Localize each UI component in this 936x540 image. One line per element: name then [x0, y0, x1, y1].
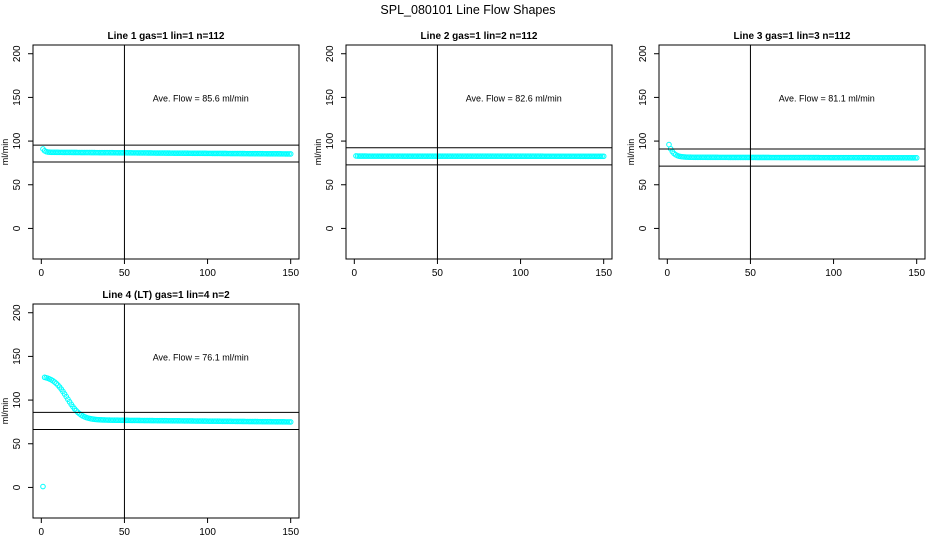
- plot-frame: [32, 44, 300, 260]
- data-point: [913, 155, 920, 161]
- data-point: [53, 380, 60, 387]
- x-tick-label: 50: [432, 268, 444, 279]
- panel-title: Line 4 (LT) gas=1 lin=4 n=2: [102, 290, 230, 301]
- y-axis-label: ml/min: [0, 398, 10, 425]
- x-tick-label: 100: [825, 268, 842, 279]
- data-point: [912, 155, 918, 161]
- series-points: [353, 153, 607, 160]
- data-point: [73, 407, 80, 414]
- y-axis-label: ml/min: [313, 139, 323, 166]
- data-point: [284, 419, 291, 425]
- y-tick-label: 0: [12, 225, 23, 231]
- y-tick-label: 150: [325, 89, 336, 106]
- average-flow-annotation: Ave. Flow = 81.1 ml/min: [779, 93, 875, 103]
- panels: Line 1 gas=1 lin=1 n=112 0 50 100 150 0 50 100 1…: [0, 31, 926, 538]
- y-tick-label: 100: [12, 391, 23, 408]
- x-tick-label: 100: [199, 268, 216, 279]
- y-axis-label: ml/min: [626, 139, 636, 166]
- average-flow-annotation: Ave. Flow = 76.1 ml/min: [153, 352, 249, 362]
- outlier-point: [40, 483, 46, 490]
- x-tick-label: 50: [745, 268, 757, 279]
- x-tick-label: 0: [352, 268, 358, 279]
- y-tick-label: 0: [325, 225, 336, 231]
- average-flow-annotation: Ave. Flow = 82.6 ml/min: [466, 93, 562, 103]
- panel-4: Line 4 (LT) gas=1 lin=4 n=2 0 50 100 150 0 50 1…: [0, 290, 300, 538]
- panel-title: Line 2 gas=1 lin=2 n=112: [420, 31, 537, 42]
- panel-title: Line 3 gas=1 lin=3 n=112: [733, 31, 850, 42]
- data-point: [287, 419, 294, 425]
- series-points: [40, 146, 294, 157]
- data-point: [910, 155, 917, 161]
- y-tick-label: 50: [325, 179, 336, 191]
- data-point: [600, 153, 607, 160]
- x-tick-label: 0: [39, 268, 45, 279]
- plot-frame: [658, 44, 926, 260]
- y-tick-label: 150: [12, 348, 23, 365]
- x-tick-label: 100: [199, 527, 216, 538]
- page-title: SPL_080101 Line Flow Shapes: [380, 3, 555, 17]
- panel-title: Line 1 gas=1 lin=1 n=112: [107, 31, 224, 42]
- y-tick-label: 0: [12, 484, 23, 490]
- x-tick-label: 100: [512, 268, 529, 279]
- data-point: [599, 153, 605, 160]
- x-tick-label: 150: [282, 268, 299, 279]
- y-tick-label: 100: [325, 132, 336, 149]
- y-tick-label: 100: [12, 132, 23, 149]
- y-tick-label: 100: [638, 132, 649, 149]
- y-tick-label: 50: [12, 438, 23, 450]
- plot-frame: [345, 44, 613, 260]
- y-tick-label: 150: [12, 89, 23, 106]
- x-tick-label: 50: [119, 527, 131, 538]
- x-tick-label: 150: [595, 268, 612, 279]
- series-points: [666, 141, 920, 161]
- data-point: [284, 151, 291, 157]
- x-tick-label: 0: [665, 268, 671, 279]
- y-tick-label: 50: [638, 179, 649, 191]
- average-flow-annotation: Ave. Flow = 85.6 ml/min: [153, 93, 249, 103]
- y-tick-label: 200: [12, 304, 23, 321]
- data-point: [287, 151, 294, 157]
- data-point: [597, 153, 604, 160]
- data-point: [286, 151, 292, 157]
- x-tick-label: 0: [39, 527, 45, 538]
- x-tick-label: 50: [119, 268, 131, 279]
- y-axis-label: ml/min: [0, 139, 10, 166]
- series-points: [40, 374, 294, 490]
- y-tick-label: 200: [325, 45, 336, 62]
- plot-frame: [32, 303, 300, 519]
- panel-3: Line 3 gas=1 lin=3 n=112 0 50 100 150 0 50 100 1…: [626, 31, 926, 279]
- y-tick-label: 0: [638, 225, 649, 231]
- panel-2: Line 2 gas=1 lin=2 n=112 0 50 100 150 0 50 100 1…: [313, 31, 613, 279]
- y-tick-label: 50: [12, 179, 23, 191]
- y-tick-label: 150: [638, 89, 649, 106]
- x-tick-label: 150: [282, 527, 299, 538]
- x-tick-label: 150: [908, 268, 925, 279]
- y-tick-label: 200: [12, 45, 23, 62]
- y-tick-label: 200: [638, 45, 649, 62]
- panel-1: Line 1 gas=1 lin=1 n=112 0 50 100 150 0 50 100 1…: [0, 31, 300, 279]
- data-point: [286, 419, 292, 425]
